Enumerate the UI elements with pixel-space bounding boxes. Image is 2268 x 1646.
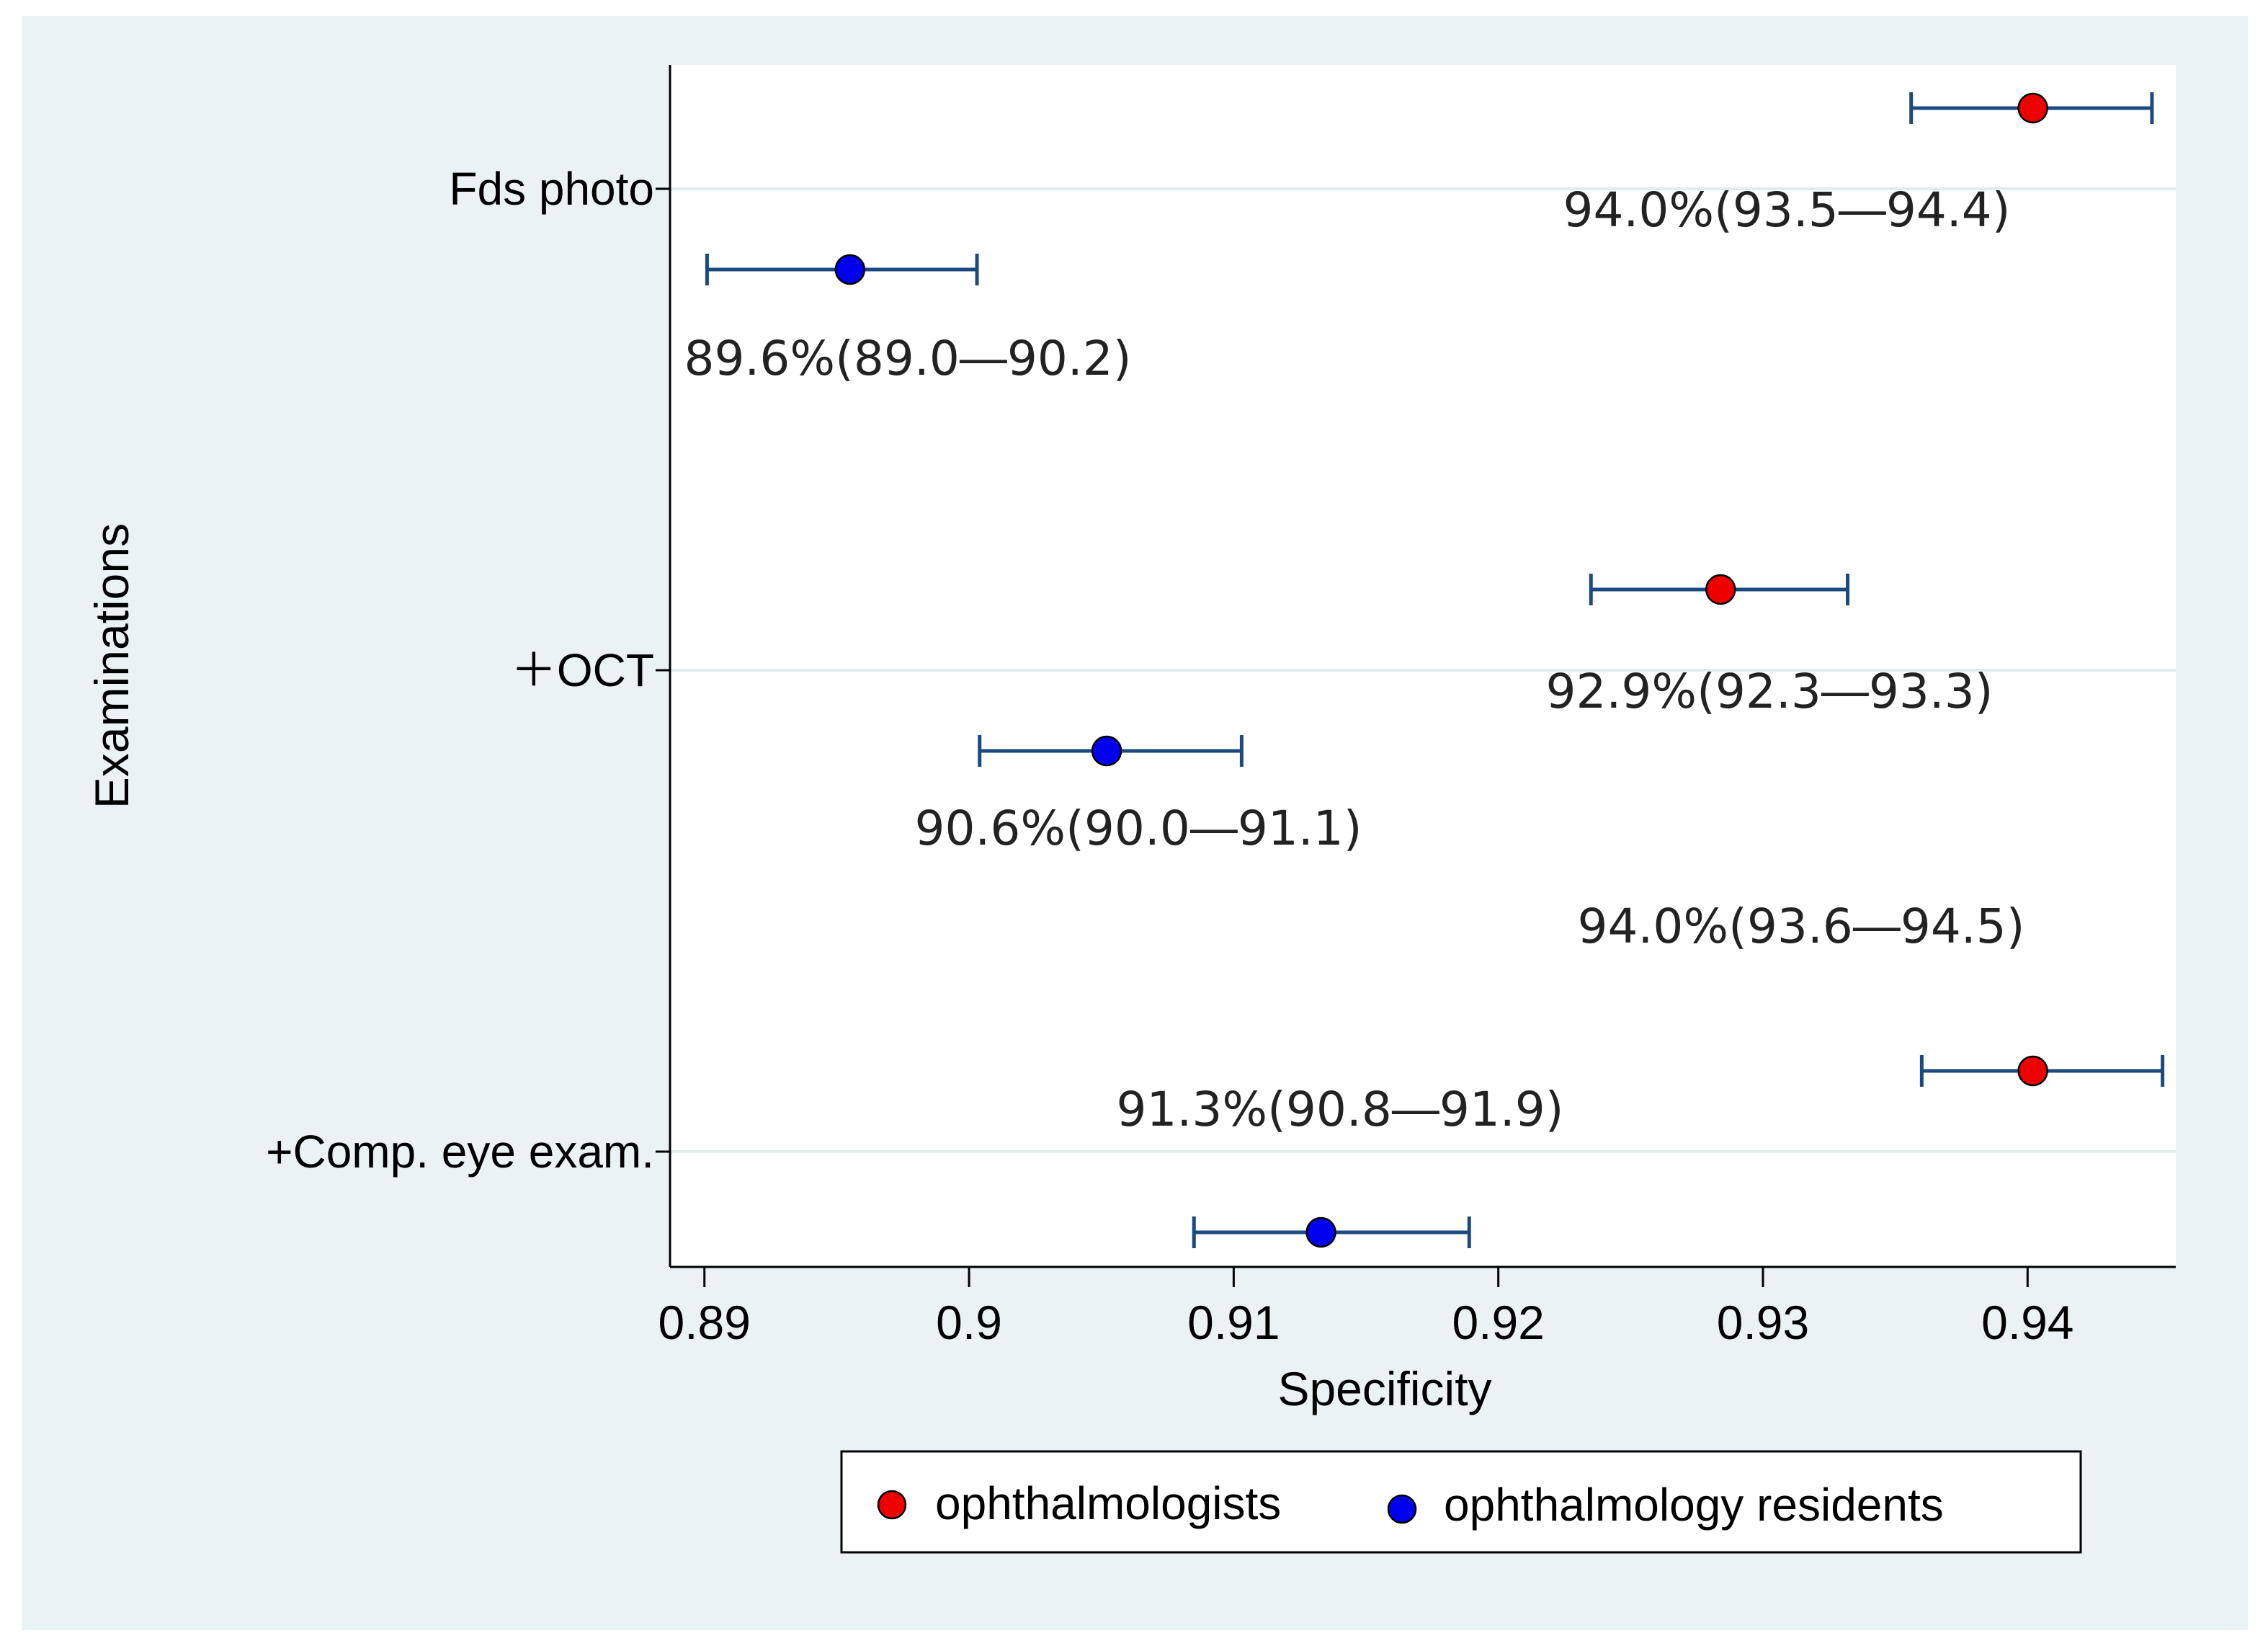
legend-residents-marker <box>1387 1494 1417 1524</box>
point-group: 90.6%(90.0―91.1) <box>914 735 1362 856</box>
y-category-label: Fds photo <box>449 163 654 215</box>
x-axis-label: Specificity <box>1277 1362 1491 1415</box>
point-marker <box>2017 92 2048 124</box>
point-estimate-label: 90.6%(90.0―91.1) <box>914 801 1362 856</box>
point-marker <box>1705 574 1736 605</box>
point-group: 94.0%(93.6―94.5) <box>1577 899 2165 1087</box>
x-tick-label: 0.9 <box>936 1296 1002 1349</box>
point-estimate-label: 91.3%(90.8―91.9) <box>1116 1082 1563 1137</box>
plot-area <box>670 65 2176 1267</box>
legend-ophthalmologists-marker <box>877 1490 907 1520</box>
x-tick-label: 0.89 <box>658 1296 751 1349</box>
data-marks: 94.0%(93.5―94.4) 92.9%(92.3―93.3) 94.0%(93… <box>684 92 2165 1248</box>
point-marker <box>2017 1055 2048 1087</box>
x-tick-label: 0.91 <box>1187 1296 1280 1349</box>
legend: ophthalmologists ophthalmology residents <box>840 1450 2082 1554</box>
y-category-labels: Fds photo ＋OCT +Comp. eye exam. <box>266 163 670 1178</box>
x-tick-label: 0.94 <box>1981 1296 2073 1349</box>
point-estimate-label: 94.0%(93.5―94.4) <box>1563 182 2010 238</box>
point-marker <box>1091 735 1122 767</box>
point-group: 89.6%(89.0―90.2) <box>684 254 1132 386</box>
point-group: 92.9%(92.3―93.3) <box>1545 574 1994 719</box>
x-ticks: 0.89 0.9 0.91 0.92 0.93 0.94 <box>658 1267 2074 1349</box>
point-estimate-label: 92.9%(92.3―93.3) <box>1545 664 1993 719</box>
legend-residents-label: ophthalmology residents <box>1444 1479 1944 1531</box>
point-marker <box>834 254 866 285</box>
legend-ophthalmologists-label: ophthalmologists <box>935 1477 1281 1529</box>
y-category-label: ＋OCT <box>511 644 654 696</box>
x-tick-label: 0.93 <box>1717 1296 1809 1349</box>
point-group: 94.0%(93.5―94.4) <box>1563 92 2154 238</box>
gridlines <box>670 187 2176 1153</box>
point-marker <box>1305 1216 1336 1248</box>
point-estimate-label: 89.6%(89.0―90.2) <box>684 331 1131 386</box>
legend-box <box>840 1450 2082 1554</box>
x-tick-label: 0.92 <box>1452 1296 1544 1349</box>
point-estimate-label: 94.0%(93.6―94.5) <box>1577 899 2024 954</box>
y-category-label: +Comp. eye exam. <box>266 1126 654 1178</box>
point-group: 91.3%(90.8―91.9) <box>1116 1082 1564 1248</box>
y-axis-label: Examinations <box>85 523 138 809</box>
